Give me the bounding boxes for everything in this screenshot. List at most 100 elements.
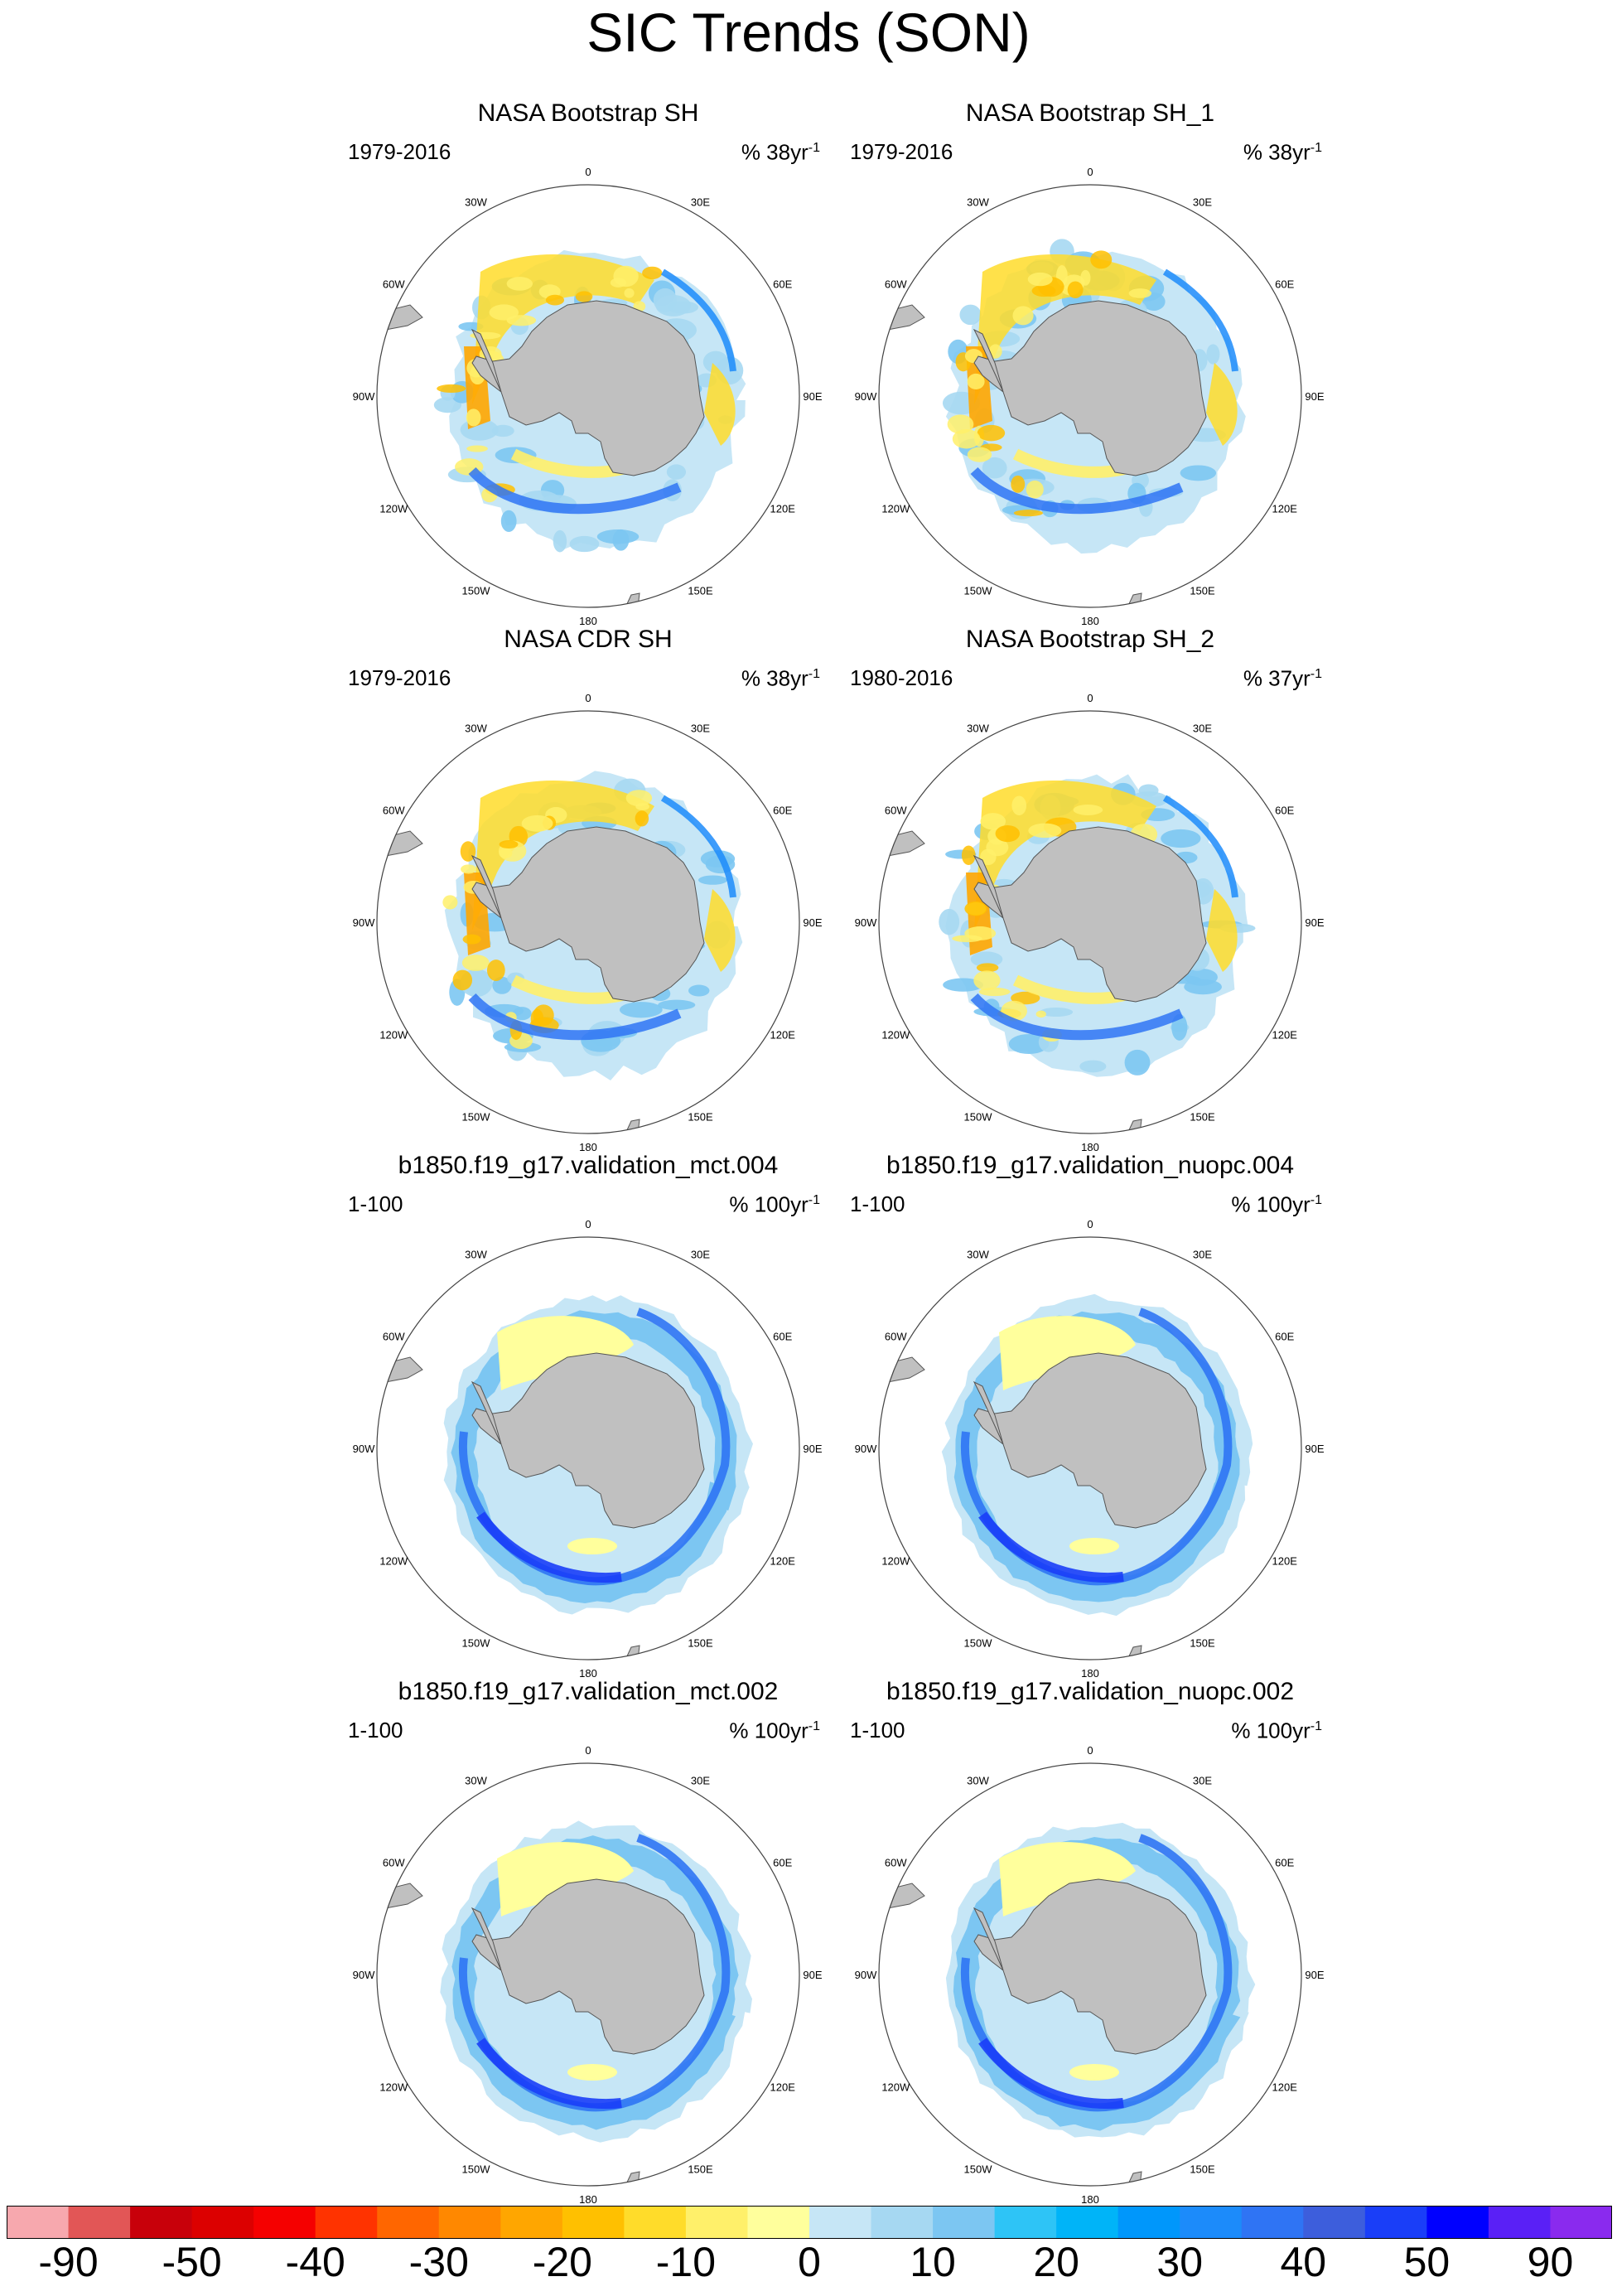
colorbar-swatch xyxy=(747,2206,810,2239)
longitude-label: 150E xyxy=(1190,585,1215,597)
units-exponent: -1 xyxy=(808,667,820,681)
longitude-label: 150W xyxy=(462,585,491,597)
units-exponent: -1 xyxy=(1310,1719,1322,1733)
units-text: % 38yr xyxy=(741,665,808,691)
longitude-label: 30W xyxy=(967,1248,989,1260)
longitude-label: 150W xyxy=(462,1111,491,1124)
colorbar-label: -40 xyxy=(285,2239,345,2285)
colorbar-swatch xyxy=(809,2206,872,2239)
longitude-label: 120E xyxy=(1272,2081,1298,2094)
panel-units: % 100yr-1 xyxy=(1231,1714,1322,1743)
map-panel: NASA Bootstrap SH 1979-2016 % 38yr-1 0 30E 60… xyxy=(340,99,837,627)
longitude-label: 30E xyxy=(691,722,710,734)
panel-period: 1-100 xyxy=(348,1192,403,1216)
colorbar-label: 20 xyxy=(1033,2239,1079,2285)
longitude-label: 0 xyxy=(585,1218,591,1230)
map-panel: NASA Bootstrap SH_1 1979-2016 % 38yr-1 0 30E… xyxy=(842,99,1339,627)
longitude-label: 90E xyxy=(803,916,822,929)
longitude-label: 90E xyxy=(803,390,822,403)
longitude-label: 150W xyxy=(964,1637,993,1650)
panel-title: NASA Bootstrap SH_1 xyxy=(965,99,1215,127)
colorbar xyxy=(7,2206,1612,2239)
colorbar-swatch xyxy=(1056,2206,1119,2239)
colorbar-label: -30 xyxy=(408,2239,469,2285)
longitude-label: 120E xyxy=(1272,503,1298,515)
colorbar-swatch xyxy=(1426,2206,1489,2239)
colorbar-swatch xyxy=(1241,2206,1304,2239)
colorbar-swatch xyxy=(253,2206,316,2239)
colorbar-swatch xyxy=(1303,2206,1366,2239)
longitude-label: 180 xyxy=(1081,2193,1099,2206)
longitude-label: 60E xyxy=(1275,1331,1294,1343)
longitude-label: 60W xyxy=(885,805,907,817)
longitude-label: 180 xyxy=(579,1141,597,1153)
longitude-label: 90W xyxy=(855,916,877,929)
panel-period: 1-100 xyxy=(850,1192,905,1216)
longitude-label: 30E xyxy=(1193,1248,1212,1260)
colorbar-swatch xyxy=(562,2206,625,2239)
longitude-label: 60W xyxy=(885,1331,907,1343)
colorbar-swatch xyxy=(68,2206,131,2239)
polar-map: 0 30E 60E 90E 120E 150E 180 150W 120W 90W 60W 30W xyxy=(353,1744,823,2206)
colorbar-label: -10 xyxy=(655,2239,717,2285)
panel-period: 1979-2016 xyxy=(850,139,953,164)
colorbar-label: 40 xyxy=(1280,2239,1327,2285)
colorbar-swatch xyxy=(377,2206,440,2239)
longitude-label: 120W xyxy=(881,503,910,515)
panel-units: % 37yr-1 xyxy=(1243,662,1322,691)
longitude-label: 120E xyxy=(1272,1029,1298,1042)
panel-period: 1980-2016 xyxy=(850,665,953,690)
longitude-label: 30W xyxy=(465,1248,487,1260)
polar-map: 0 30E 60E 90E 120E 150E 180 150W 120W 90W 60W 30W xyxy=(855,166,1325,627)
colorbar-swatch xyxy=(871,2206,934,2239)
longitude-label: 120W xyxy=(881,2081,910,2094)
colorbar-swatch xyxy=(438,2206,501,2239)
longitude-label: 30W xyxy=(967,196,989,208)
longitude-label: 60E xyxy=(773,278,792,291)
longitude-label: 90E xyxy=(803,1969,822,1981)
panel-title: b1850.f19_g17.validation_nuopc.002 xyxy=(886,1678,1295,1705)
longitude-label: 60E xyxy=(1275,278,1294,291)
colorbar-swatch xyxy=(1117,2206,1180,2239)
longitude-label: 150W xyxy=(462,1637,491,1650)
map-panel: NASA CDR SH 1979-2016 % 38yr-1 0 30E 60E 90E 12… xyxy=(340,626,837,1153)
units-exponent: -1 xyxy=(1310,667,1322,681)
colorbar-swatch xyxy=(1364,2206,1427,2239)
units-text: % 100yr xyxy=(1231,1192,1310,1217)
colorbar-label: 30 xyxy=(1156,2239,1204,2285)
colorbar-label: -90 xyxy=(38,2239,99,2285)
longitude-label: 150E xyxy=(1190,1111,1215,1124)
polar-map: 0 30E 60E 90E 120E 150E 180 150W 120W 90W 60W 30W xyxy=(855,1744,1325,2206)
longitude-label: 120E xyxy=(770,1555,796,1568)
figure-title: SIC Trends (SON) xyxy=(586,2,1031,63)
longitude-label: 30W xyxy=(465,196,487,208)
longitude-label: 60W xyxy=(383,805,405,817)
longitude-label: 0 xyxy=(585,166,591,178)
longitude-label: 30E xyxy=(1193,1774,1212,1786)
longitude-label: 60W xyxy=(383,1857,405,1869)
longitude-label: 180 xyxy=(1081,1667,1099,1680)
colorbar-swatch xyxy=(7,2206,70,2239)
longitude-label: 90E xyxy=(1305,916,1324,929)
map-panel: b1850.f19_g17.validation_mct.004 1-100 % 1… xyxy=(340,1152,837,1680)
longitude-label: 30W xyxy=(465,722,487,734)
longitude-label: 90W xyxy=(855,1443,877,1455)
panel-period: 1979-2016 xyxy=(348,139,451,164)
map-panel: b1850.f19_g17.validation_nuopc.004 1-100%… xyxy=(842,1152,1339,1680)
map-panel: b1850.f19_g17.validation_mct.002 1-100 % 1… xyxy=(340,1678,837,2206)
longitude-label: 120W xyxy=(379,2081,408,2094)
panel-title: NASA Bootstrap SH_2 xyxy=(965,626,1215,653)
longitude-label: 120W xyxy=(881,1555,910,1568)
colorbar-swatch xyxy=(191,2206,254,2239)
map-panel: NASA Bootstrap SH_2 1980-2016 % 37yr-1 0 30E… xyxy=(842,626,1339,1153)
longitude-label: 150E xyxy=(688,1111,713,1124)
units-text: % 38yr xyxy=(741,139,808,165)
longitude-label: 60W xyxy=(383,278,405,291)
units-exponent: -1 xyxy=(808,1193,820,1207)
longitude-label: 30W xyxy=(465,1774,487,1786)
longitude-label: 0 xyxy=(1087,166,1093,178)
longitude-label: 90W xyxy=(353,916,375,929)
longitude-label: 0 xyxy=(1087,1744,1093,1757)
longitude-label: 180 xyxy=(579,1667,597,1680)
longitude-label: 30E xyxy=(1193,196,1212,208)
